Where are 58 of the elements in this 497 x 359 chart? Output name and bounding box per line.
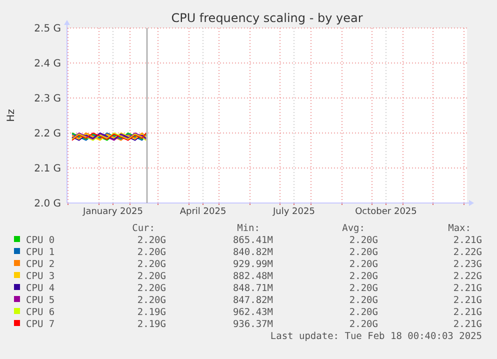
text: 2.20G: [349, 247, 378, 258]
legend-label: CPU 0: [26, 235, 55, 246]
text: 2.19G: [137, 319, 166, 330]
text: 2.21G: [453, 319, 482, 330]
text: 2.20G: [349, 283, 378, 294]
text: 2.20G: [349, 295, 378, 306]
legend-label: CPU 7: [26, 319, 55, 330]
text: Cur:: [132, 223, 155, 234]
text: 2.20G: [137, 283, 166, 294]
legend-label: CPU 1: [26, 247, 55, 258]
text: 2.22G: [453, 247, 482, 258]
x-tick-label: April 2025: [180, 207, 226, 217]
legend-label: CPU 4: [26, 283, 55, 294]
y-axis-title: Hz: [6, 109, 17, 122]
legend-label: CPU 2: [26, 259, 55, 270]
text: 2.21G: [453, 295, 482, 306]
legend-label: CPU 3: [26, 271, 55, 282]
y-tick-label: 2.0 G: [34, 198, 61, 210]
legend-label: CPU 6: [26, 307, 55, 318]
text: 882.48M: [232, 271, 274, 282]
text: 2.19G: [137, 307, 166, 318]
text: 847.82M: [232, 295, 274, 306]
text: 2.20G: [349, 235, 378, 246]
text: 840.82M: [232, 247, 274, 258]
text: 2.20G: [349, 271, 378, 282]
y-tick-label: 2.1 G: [34, 164, 61, 174]
text: 848.71M: [232, 283, 274, 294]
x-tick-label: January 2025: [82, 207, 143, 217]
text: 2.20G: [137, 295, 166, 306]
text: 2.22G: [453, 271, 482, 282]
y-tick-label: 2.3 G: [34, 94, 61, 104]
x-tick-label: July 2025: [272, 207, 315, 217]
text: 2.20G: [137, 259, 166, 270]
text: 2.20G: [349, 259, 378, 270]
text: 2.20G: [349, 319, 378, 330]
text: 2.23G: [453, 259, 482, 270]
line-series: [72, 132, 146, 141]
text: 2.21G: [453, 283, 482, 294]
text: 2.20G: [137, 271, 166, 282]
x-tick-label: October 2025: [355, 207, 417, 217]
text: 2.20G: [349, 307, 378, 318]
text: 936.37M: [232, 319, 274, 330]
text: 929.99M: [232, 259, 274, 270]
legend-label: CPU 5: [26, 295, 55, 306]
text: 962.43M: [232, 307, 274, 318]
y-tick-label: 2.2 G: [34, 128, 61, 140]
text: Avg:: [342, 223, 365, 234]
text: 2.21G: [453, 307, 482, 318]
chart-title: CPU frequency scaling - by year: [171, 11, 363, 25]
text: Last update: Tue Feb 18 00:40:03 2025: [270, 331, 482, 342]
text: 865.41M: [232, 235, 274, 246]
y-tick-label: 2.4 G: [34, 58, 61, 70]
text: 2.20G: [137, 247, 166, 258]
text: 2.21G: [453, 235, 482, 246]
y-tick-label: 2.5 G: [34, 24, 61, 34]
text: Min:: [237, 223, 260, 234]
text: 2.20G: [137, 235, 166, 246]
text: Max:: [448, 223, 471, 234]
